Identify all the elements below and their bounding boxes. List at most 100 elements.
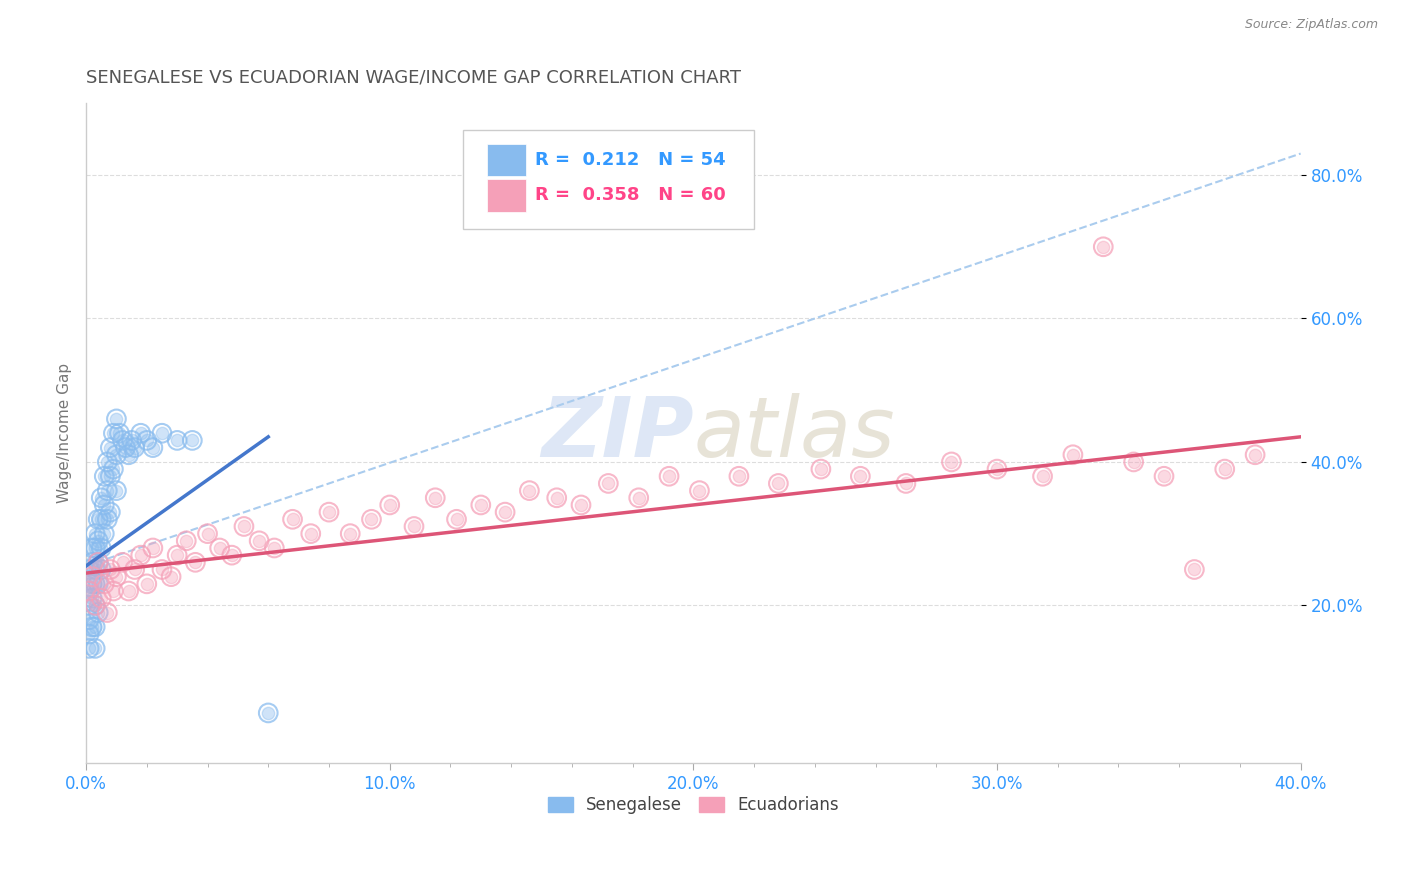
Point (446, 512, 468, 526)
Point (82, 555, 104, 569)
Point (77, 584, 100, 599)
Point (87, 512, 110, 526)
Point (494, 505, 516, 519)
Point (84, 599, 107, 613)
Point (166, 548, 188, 562)
Point (84, 599, 107, 613)
Point (150, 426, 173, 441)
Point (82, 577, 104, 591)
Point (1182, 562, 1205, 576)
Point (82, 591, 104, 606)
Point (96, 483, 118, 498)
Point (96, 455, 118, 469)
Point (142, 441, 165, 455)
Point (129, 548, 152, 562)
Point (96, 512, 118, 526)
Point (105, 569, 128, 583)
Point (257, 706, 280, 720)
Point (111, 434, 134, 448)
Point (82, 569, 104, 583)
Point (181, 434, 204, 448)
Point (221, 548, 243, 562)
FancyBboxPatch shape (463, 129, 754, 228)
Point (728, 469, 751, 483)
Point (84, 599, 107, 613)
Point (658, 469, 681, 483)
Point (117, 448, 139, 462)
Point (87, 606, 110, 620)
Point (124, 441, 146, 455)
Point (87, 533, 110, 548)
Point (810, 462, 832, 476)
Point (221, 548, 243, 562)
Point (446, 512, 468, 526)
Point (160, 569, 183, 583)
Point (77, 641, 100, 656)
Point (546, 491, 568, 505)
Point (233, 519, 256, 533)
Point (103, 584, 125, 599)
Point (688, 483, 710, 498)
Point (84, 577, 107, 591)
Point (1032, 469, 1054, 483)
Point (941, 455, 963, 469)
Text: ZIP: ZIP (541, 392, 693, 474)
Point (117, 584, 139, 599)
Point (77, 627, 100, 641)
Point (84, 641, 107, 656)
Point (103, 426, 125, 441)
Point (87, 577, 110, 591)
Point (166, 548, 188, 562)
Point (77, 627, 100, 641)
Point (150, 426, 173, 441)
Point (84, 541, 107, 555)
Point (114, 441, 136, 455)
Point (197, 526, 219, 541)
Point (87, 555, 110, 569)
Point (941, 455, 963, 469)
Point (124, 441, 146, 455)
Point (90, 591, 112, 606)
Point (98, 469, 121, 483)
Text: SENEGALESE VS ECUADORIAN WAGE/INCOME GAP CORRELATION CHART: SENEGALESE VS ECUADORIAN WAGE/INCOME GAP… (86, 69, 741, 87)
Point (208, 541, 231, 555)
Point (82, 541, 104, 555)
Point (90, 491, 112, 505)
Point (519, 483, 541, 498)
Point (103, 584, 125, 599)
Text: atlas: atlas (693, 392, 896, 474)
Point (257, 706, 280, 720)
Point (77, 641, 100, 656)
Point (378, 498, 401, 512)
Point (658, 469, 681, 483)
Point (84, 526, 107, 541)
Point (174, 533, 197, 548)
Point (894, 476, 917, 491)
Point (111, 555, 134, 569)
Point (1062, 448, 1084, 462)
Point (77, 584, 100, 599)
Point (986, 462, 1008, 476)
Point (849, 469, 872, 483)
Point (142, 441, 165, 455)
Point (263, 541, 285, 555)
Point (96, 455, 118, 469)
Point (627, 491, 650, 505)
Point (627, 491, 650, 505)
Point (378, 498, 401, 512)
Point (105, 412, 128, 426)
Point (1122, 455, 1144, 469)
Point (546, 491, 568, 505)
Point (77, 584, 100, 599)
Point (77, 562, 100, 576)
Point (87, 555, 110, 569)
Point (105, 448, 128, 462)
Point (93, 498, 115, 512)
Point (103, 462, 125, 476)
Point (84, 620, 107, 634)
Point (849, 469, 872, 483)
Point (96, 606, 118, 620)
Point (77, 584, 100, 599)
Point (96, 483, 118, 498)
Point (105, 483, 128, 498)
